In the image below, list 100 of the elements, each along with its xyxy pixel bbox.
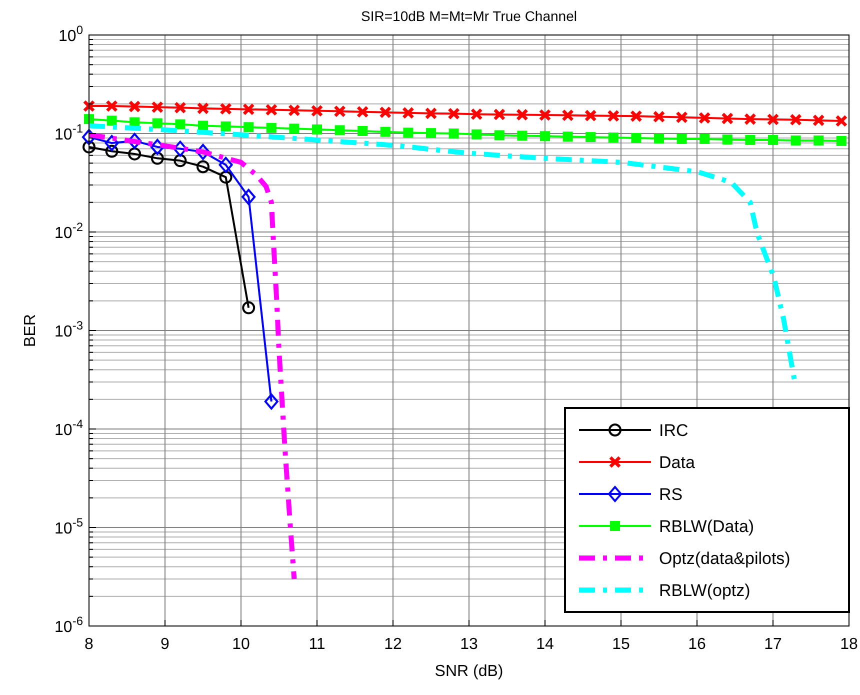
point <box>836 136 846 146</box>
point <box>608 132 618 143</box>
point <box>540 110 550 121</box>
point <box>173 140 188 157</box>
point <box>198 102 208 114</box>
point <box>84 100 94 112</box>
x-tick-label: 17 <box>764 636 782 653</box>
point <box>722 113 733 124</box>
point <box>150 138 164 155</box>
point <box>106 116 117 126</box>
point <box>403 128 414 138</box>
point <box>220 103 232 114</box>
point <box>312 124 322 134</box>
point <box>722 134 732 144</box>
point <box>426 128 436 138</box>
y-tick-label: 10$^{-5}$ <box>54 516 84 538</box>
point <box>380 106 391 118</box>
point <box>630 110 642 122</box>
x-tick-label: 10 <box>232 636 250 653</box>
point <box>266 122 276 133</box>
x-tick-label: 16 <box>688 636 706 653</box>
point <box>334 125 345 136</box>
point <box>790 135 801 146</box>
point <box>82 140 96 154</box>
x-axis-title: SNR (dB) <box>434 663 504 680</box>
point <box>196 144 210 160</box>
point <box>562 110 574 121</box>
point <box>244 122 254 132</box>
point <box>744 114 756 125</box>
point <box>357 106 368 118</box>
legend-label: RS <box>659 485 683 504</box>
point <box>494 130 504 140</box>
point <box>836 115 847 126</box>
point <box>105 144 118 158</box>
legend-label: RBLW(optz) <box>659 581 750 600</box>
point <box>540 131 550 142</box>
point <box>608 110 619 122</box>
point <box>196 160 210 174</box>
point <box>175 119 186 130</box>
point <box>631 133 642 144</box>
point <box>699 112 710 124</box>
x-tick-label: 8 <box>84 636 94 653</box>
point <box>768 134 778 145</box>
y-tick-label: 10$^{-2}$ <box>54 220 84 242</box>
point <box>585 110 596 122</box>
y-axis-title: BER <box>22 314 39 347</box>
point <box>358 126 368 136</box>
point <box>198 120 208 131</box>
point <box>218 156 233 173</box>
point <box>220 121 231 132</box>
y-tick-label: 10$^{-6}$ <box>54 614 84 636</box>
point <box>790 114 802 126</box>
point <box>219 170 232 184</box>
point <box>288 104 300 116</box>
point <box>745 134 756 145</box>
legend-label: Data <box>659 453 696 472</box>
y-tick-label: 10$^{0}$ <box>58 23 84 45</box>
point <box>174 102 186 114</box>
legend-label: RBLW(Data) <box>659 517 754 536</box>
legend-label: Optz(data&pilots) <box>659 549 790 568</box>
point <box>243 104 254 115</box>
point <box>150 152 164 165</box>
point <box>472 129 482 140</box>
point <box>517 130 528 141</box>
point <box>813 114 824 126</box>
x-tick-label: 14 <box>536 636 554 653</box>
point <box>266 104 277 116</box>
point <box>654 111 664 122</box>
x-tick-label: 12 <box>384 636 402 653</box>
y-tick-label: 10$^{-1}$ <box>54 122 84 144</box>
point <box>128 147 142 160</box>
point <box>242 301 256 314</box>
y-tick-label: 10$^{-3}$ <box>54 318 84 340</box>
point <box>242 188 256 205</box>
point <box>82 129 96 146</box>
point <box>380 126 390 137</box>
point <box>106 100 118 112</box>
point <box>334 106 346 117</box>
point <box>516 109 528 120</box>
point <box>654 133 664 144</box>
legend-label: IRC <box>659 421 688 440</box>
point <box>104 135 119 152</box>
point <box>676 112 688 123</box>
point <box>174 154 187 168</box>
x-tick-label: 11 <box>308 636 326 653</box>
point <box>312 105 322 116</box>
x-tick-label: 15 <box>612 636 630 653</box>
point <box>471 108 482 120</box>
point <box>128 132 142 149</box>
x-tick-label: 9 <box>160 636 170 653</box>
y-tick-label: 10$^{-4}$ <box>54 417 84 439</box>
point <box>426 108 436 119</box>
point <box>814 135 824 146</box>
point <box>129 100 140 112</box>
point <box>562 132 573 142</box>
point <box>448 128 459 138</box>
point <box>768 114 778 125</box>
point <box>264 394 278 410</box>
point <box>586 132 596 142</box>
point <box>700 134 710 144</box>
